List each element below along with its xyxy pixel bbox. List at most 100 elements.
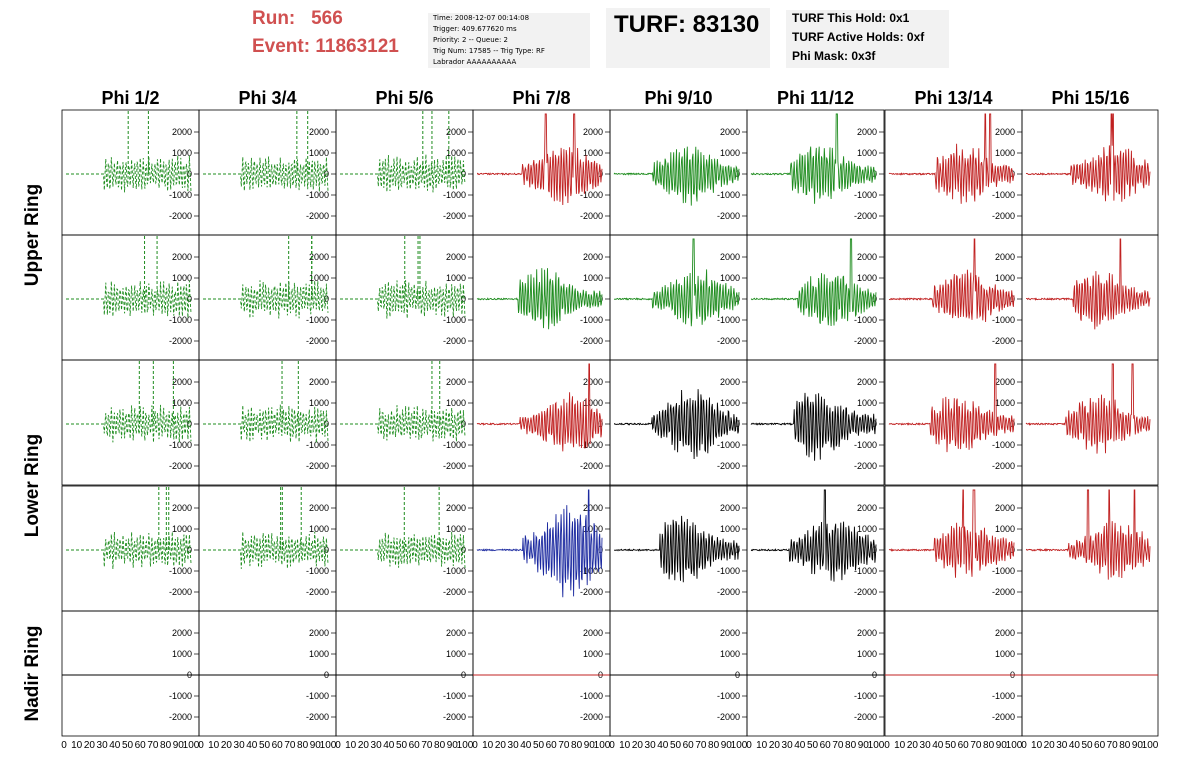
y-tick-label: 2000 xyxy=(172,377,192,387)
x-tick-label: 70 xyxy=(558,740,570,751)
x-tick-label: 10 xyxy=(345,740,357,751)
y-tick-label: 2000 xyxy=(172,628,192,638)
y-tick-label: -1000 xyxy=(306,691,329,701)
y-tick-label: 0 xyxy=(324,294,329,304)
waveform-trace xyxy=(888,489,1015,578)
x-tick-label: 20 xyxy=(358,740,370,751)
y-tick-label: 2000 xyxy=(583,252,603,262)
y-tick-label: 2000 xyxy=(172,127,192,137)
x-tick-label: 20 xyxy=(769,740,781,751)
y-tick-label: -2000 xyxy=(443,587,466,597)
info-trignum: Trig Num: 17585 -- Trig Type: RF xyxy=(433,47,545,55)
x-tick-label: 50 xyxy=(807,740,819,751)
y-tick-label: -2000 xyxy=(717,712,740,722)
x-tick-label: 80 xyxy=(1119,740,1131,751)
x-tick-label: 60 xyxy=(820,740,832,751)
y-tick-label: 1000 xyxy=(172,398,192,408)
waveform-trace xyxy=(1026,238,1151,330)
x-tick-label: 100 xyxy=(594,740,611,751)
y-tick-label: 2000 xyxy=(720,377,740,387)
x-tick-label: 10 xyxy=(894,740,906,751)
y-tick-label: -1000 xyxy=(306,315,329,325)
run-value: 566 xyxy=(311,8,343,29)
waveform-trace xyxy=(750,238,877,327)
y-tick-label: 1000 xyxy=(995,649,1015,659)
x-tick-label: 80 xyxy=(708,740,720,751)
x-tick-label: 10 xyxy=(1031,740,1043,751)
x-tick-label: 40 xyxy=(109,740,121,751)
x-tick-label: 90 xyxy=(447,740,459,751)
y-tick-label: -1000 xyxy=(306,566,329,576)
y-tick-label: -1000 xyxy=(854,440,877,450)
waveform-trace xyxy=(613,515,740,583)
y-tick-label: -2000 xyxy=(306,211,329,221)
event-value: 11863121 xyxy=(315,36,399,57)
y-tick-label: 2000 xyxy=(172,252,192,262)
waveform-trace xyxy=(1025,113,1151,202)
y-tick-label: 2000 xyxy=(446,127,466,137)
y-tick-label: 2000 xyxy=(857,377,877,387)
y-tick-label: 2000 xyxy=(446,377,466,387)
y-tick-label: -1000 xyxy=(580,315,603,325)
x-tick-label: 30 xyxy=(371,740,383,751)
x-tick-label: 70 xyxy=(421,740,433,751)
x-tick-label: 90 xyxy=(1132,740,1144,751)
y-tick-label: 1000 xyxy=(583,273,603,283)
waveform-panel xyxy=(1021,610,1159,737)
y-tick-label: -1000 xyxy=(443,566,466,576)
x-tick-label: 40 xyxy=(383,740,395,751)
x-tick-label: 70 xyxy=(284,740,296,751)
y-tick-label: 2000 xyxy=(720,503,740,513)
phi-header: Phi 13/14 xyxy=(914,88,992,108)
y-tick-label: 1000 xyxy=(720,398,740,408)
y-tick-label: -1000 xyxy=(169,691,192,701)
y-tick-label: -1000 xyxy=(306,190,329,200)
y-tick-label: -1000 xyxy=(992,315,1015,325)
y-tick-label: 1000 xyxy=(720,273,740,283)
y-tick-label: 2000 xyxy=(995,377,1015,387)
x-tick-label: 80 xyxy=(845,740,857,751)
y-tick-label: -2000 xyxy=(580,336,603,346)
waveform-trace xyxy=(614,389,740,460)
waveform-trace xyxy=(340,280,466,319)
y-tick-label: 0 xyxy=(187,169,192,179)
phi-header: Phi 9/10 xyxy=(644,88,712,108)
y-tick-label: 0 xyxy=(324,419,329,429)
x-tick-label: 0 xyxy=(884,740,890,751)
x-tick-label: 30 xyxy=(508,740,520,751)
x-tick-label: 60 xyxy=(546,740,558,751)
waveform-trace xyxy=(340,154,466,193)
y-tick-label: -2000 xyxy=(992,211,1015,221)
y-tick-label: 2000 xyxy=(583,377,603,387)
y-tick-label: 0 xyxy=(324,169,329,179)
x-tick-label: 90 xyxy=(721,740,733,751)
x-tick-label: 0 xyxy=(746,740,752,751)
y-tick-label: 1000 xyxy=(995,273,1015,283)
x-tick-label: 100 xyxy=(868,740,885,751)
y-tick-label: 2000 xyxy=(995,127,1015,137)
x-tick-label: 50 xyxy=(259,740,271,751)
y-tick-label: -1000 xyxy=(169,315,192,325)
y-tick-label: 1000 xyxy=(309,148,329,158)
y-tick-label: -1000 xyxy=(992,440,1015,450)
y-tick-label: 1000 xyxy=(172,649,192,659)
phi-header: Phi 3/4 xyxy=(238,88,296,108)
y-tick-label: 2000 xyxy=(309,252,329,262)
y-tick-label: 2000 xyxy=(857,252,877,262)
waveform-trace xyxy=(203,531,329,569)
y-tick-label: 1000 xyxy=(995,148,1015,158)
x-tick-label: 40 xyxy=(794,740,806,751)
x-tick-label: 50 xyxy=(122,740,134,751)
y-tick-label: 1000 xyxy=(446,649,466,659)
y-tick-label: 0 xyxy=(324,545,329,555)
turf-box: TURF: 83130 xyxy=(606,8,770,68)
y-tick-label: -1000 xyxy=(992,566,1015,576)
phi-header: Phi 15/16 xyxy=(1051,88,1129,108)
y-tick-label: 2000 xyxy=(309,503,329,513)
x-tick-label: 70 xyxy=(147,740,159,751)
turf-title: TURF: 83130 xyxy=(614,11,760,38)
phi-header: Phi 5/6 xyxy=(375,88,433,108)
y-tick-label: 2000 xyxy=(583,127,603,137)
waveform-trace xyxy=(1025,363,1151,454)
y-tick-label: 2000 xyxy=(857,127,877,137)
